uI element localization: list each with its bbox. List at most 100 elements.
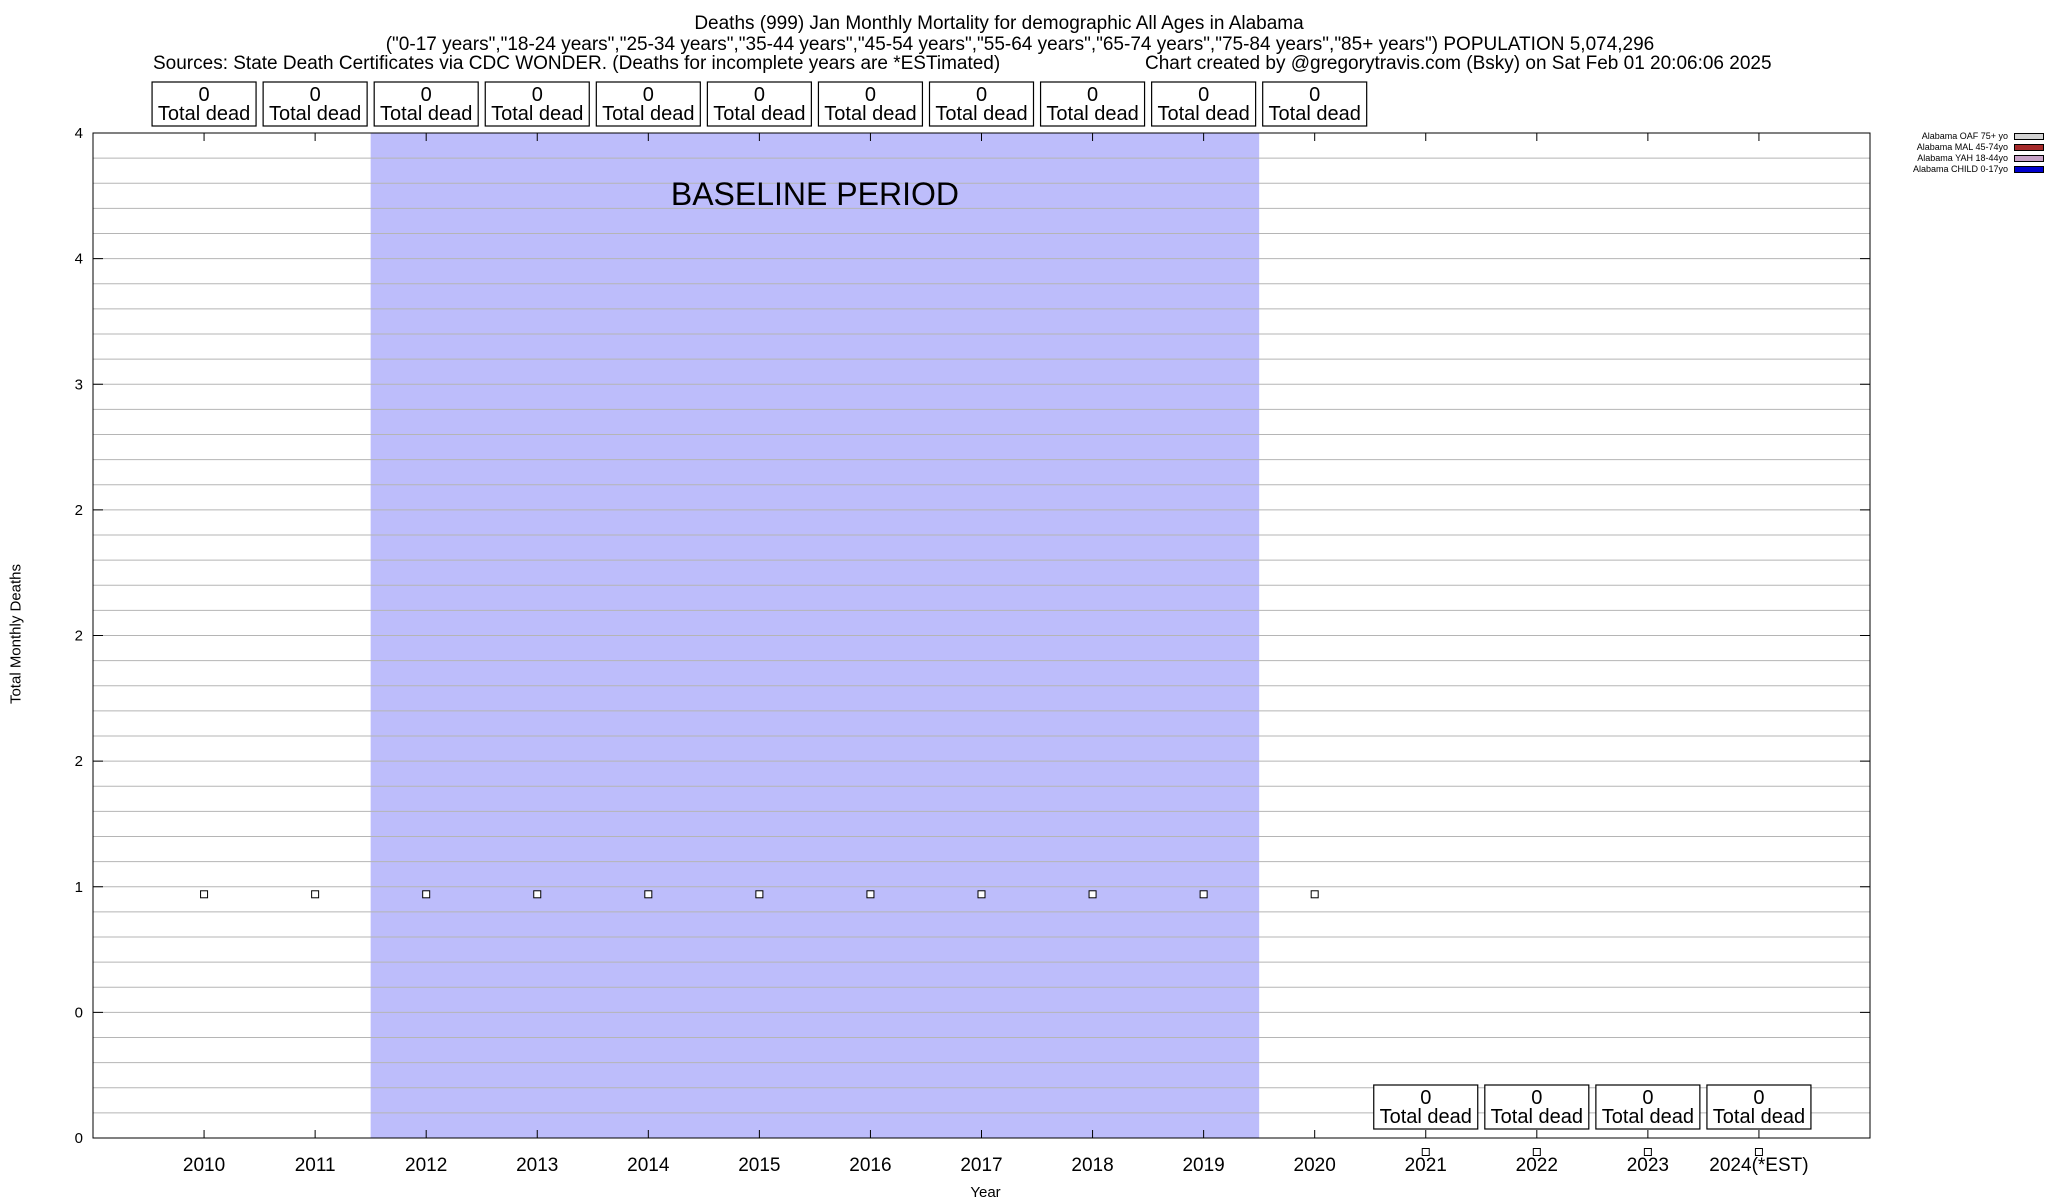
x-tick-label: 2013 (516, 1155, 558, 1176)
legend-item-mal: Alabama MAL 45-74yo (1860, 142, 2048, 153)
total-dead-label: Total dead (158, 103, 250, 125)
x-tick-label: 2016 (849, 1155, 891, 1176)
legend-swatch (2014, 166, 2044, 173)
total-dead-value: 0 (976, 84, 987, 106)
x-tick-label: 2011 (295, 1155, 336, 1176)
x-tick-label: 2017 (960, 1155, 1002, 1176)
data-point (1643, 1148, 1652, 1156)
chart-subtitle: ("0-17 years","18-24 years","25-34 years… (385, 34, 1655, 55)
total-dead-label: Total dead (269, 103, 361, 125)
x-tick-label: 2024(*EST) (1709, 1155, 1808, 1176)
total-dead-value: 0 (421, 84, 432, 106)
legend: Alabama OAF 75+ yo Alabama MAL 45-74yo A… (1860, 131, 2048, 175)
x-axis-label: Year (970, 1184, 1000, 1200)
data-point (1754, 1148, 1763, 1156)
total-dead-box (1595, 1084, 1701, 1130)
x-tick-label: 2015 (738, 1155, 780, 1176)
total-dead-label: Total dead (1713, 1106, 1805, 1128)
total-dead-box (706, 81, 812, 127)
data-point (866, 890, 875, 899)
total-dead-box (1151, 81, 1257, 127)
total-dead-value: 0 (754, 84, 765, 106)
legend-swatch (2014, 144, 2044, 151)
total-dead-value: 0 (199, 84, 210, 106)
x-tick-label: 2023 (1627, 1155, 1669, 1176)
x-tick-label: 2010 (183, 1155, 225, 1176)
chart-source: Sources: State Death Certificates via CD… (153, 53, 1001, 74)
total-dead-box (595, 81, 701, 127)
data-point (1421, 1148, 1430, 1156)
total-dead-value: 0 (643, 84, 654, 106)
total-dead-label: Total dead (713, 103, 805, 125)
data-point (1088, 890, 1097, 899)
total-dead-value: 0 (1309, 84, 1320, 106)
data-point (977, 890, 986, 899)
legend-label: Alabama OAF 75+ yo (1921, 131, 2008, 141)
total-dead-box (1373, 1084, 1479, 1130)
total-dead-label: Total dead (824, 103, 916, 125)
y-tick-label: 1 (75, 879, 83, 896)
x-tick-label: 2012 (405, 1155, 447, 1176)
total-dead-box (1262, 81, 1368, 127)
total-dead-label: Total dead (1491, 1106, 1583, 1128)
legend-item-oaf: Alabama OAF 75+ yo (1860, 131, 2048, 142)
total-dead-value: 0 (865, 84, 876, 106)
data-point (533, 890, 542, 899)
total-dead-label: Total dead (491, 103, 583, 125)
x-tick-label: 2014 (627, 1155, 670, 1176)
data-point (422, 890, 431, 899)
data-point (200, 890, 209, 899)
total-dead-box (1706, 1084, 1812, 1130)
data-point (755, 890, 764, 899)
data-point (1532, 1148, 1541, 1156)
y-tick-label: 0 (75, 1004, 83, 1021)
y-tick-label: 0 (75, 1130, 83, 1147)
y-tick-label: 3 (75, 376, 83, 393)
total-dead-label: Total dead (1269, 103, 1361, 125)
x-tick-label: 2018 (1071, 1155, 1113, 1176)
y-tick-label: 4 (75, 125, 83, 142)
total-dead-box (1039, 81, 1146, 127)
total-dead-value: 0 (310, 84, 321, 106)
data-point (644, 890, 653, 899)
legend-swatch (2014, 133, 2044, 140)
legend-label: Alabama MAL 45-74yo (1916, 142, 2008, 152)
total-dead-label: Total dead (380, 103, 472, 125)
legend-item-child: Alabama CHILD 0-17yo (1860, 164, 2048, 175)
data-point (1199, 890, 1208, 899)
x-tick-label: 2021 (1405, 1155, 1447, 1176)
total-dead-label: Total dead (602, 103, 694, 125)
total-dead-value: 0 (532, 84, 543, 106)
data-point (311, 890, 320, 899)
x-tick-label: 2019 (1182, 1155, 1224, 1176)
legend-item-yah: Alabama YAH 18-44yo (1860, 153, 2048, 164)
y-tick-label: 2 (75, 502, 83, 519)
legend-label: Alabama CHILD 0-17yo (1912, 164, 2008, 174)
total-dead-label: Total dead (1157, 103, 1249, 125)
total-dead-value: 0 (1753, 1087, 1764, 1109)
baseline-label: BASELINE PERIOD (671, 176, 959, 212)
total-dead-value: 0 (1087, 84, 1098, 106)
total-dead-box (151, 81, 257, 127)
y-tick-label: 2 (75, 753, 83, 770)
data-point (1310, 890, 1319, 899)
x-tick-label: 2020 (1294, 1155, 1336, 1176)
total-dead-label: Total dead (935, 103, 1027, 125)
legend-swatch (2014, 155, 2044, 162)
total-dead-box (928, 81, 1035, 127)
y-tick-label: 4 (75, 251, 83, 268)
total-dead-box (1484, 1084, 1590, 1130)
total-dead-value: 0 (1531, 1087, 1542, 1109)
legend-label: Alabama YAH 18-44yo (1917, 153, 2008, 163)
total-dead-label: Total dead (1046, 103, 1138, 125)
total-dead-value: 0 (1642, 1087, 1653, 1109)
y-tick-label: 2 (75, 628, 83, 645)
x-tick-label: 2022 (1516, 1155, 1558, 1176)
total-dead-box (262, 81, 368, 127)
chart-credit: Chart created by @gregorytravis.com (Bsk… (1145, 53, 1772, 74)
total-dead-value: 0 (1420, 1087, 1431, 1109)
total-dead-box (373, 81, 479, 127)
total-dead-box (484, 81, 590, 127)
total-dead-box (817, 81, 924, 127)
